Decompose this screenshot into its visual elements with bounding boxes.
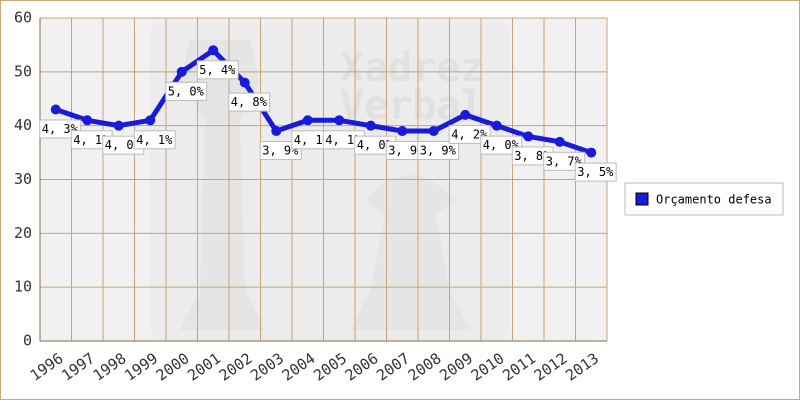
y-tick-label: 50 (14, 62, 32, 80)
value-label-text: 3, 7% (546, 154, 583, 168)
value-label-text: 3, 5% (577, 165, 614, 179)
y-tick-label: 10 (14, 278, 32, 296)
value-label: 3, 9% (385, 141, 428, 161)
value-label: 4, 1% (133, 130, 176, 150)
point (176, 66, 187, 77)
value-label: 4, 3% (39, 119, 82, 139)
value-label-box (543, 151, 586, 171)
value-label-box (574, 162, 617, 182)
point (460, 109, 471, 120)
point (302, 115, 313, 126)
value-label: 3, 9% (417, 141, 460, 161)
value-label: 3, 5% (574, 162, 617, 182)
value-label: 4, 0% (354, 135, 397, 155)
point (208, 45, 219, 56)
y-tick-label: 60 (14, 9, 32, 27)
point (239, 77, 250, 88)
value-label: 4, 2% (448, 124, 491, 144)
value-label-box (196, 60, 239, 80)
value-label: 4, 1% (70, 130, 113, 150)
point (397, 126, 408, 137)
y-tick-label: 30 (14, 170, 32, 188)
value-label: 4, 0% (480, 135, 523, 155)
rook-icon (180, 40, 265, 330)
value-label: 4, 0% (102, 135, 145, 155)
point (586, 147, 597, 158)
legend-box (624, 182, 784, 216)
value-label-text: 4, 0% (105, 138, 142, 152)
value-label-text: 5, 0% (168, 84, 205, 98)
value-label: 4, 1% (322, 130, 365, 150)
value-label-text: 3, 9% (420, 144, 457, 158)
value-label-text: 4, 1% (136, 133, 173, 147)
point (271, 126, 282, 137)
point (145, 115, 156, 126)
value-label-text: 5, 4% (199, 63, 236, 77)
value-label-box (259, 141, 302, 161)
value-label: 3, 8% (511, 146, 554, 166)
y-tick-label: 20 (14, 224, 32, 242)
pawn-icon (350, 175, 470, 330)
value-label: 5, 4% (196, 60, 239, 80)
value-label-box (480, 135, 523, 155)
value-label-box (39, 119, 82, 139)
line (54, 47, 593, 155)
value-label-box (133, 130, 176, 150)
point (50, 104, 61, 115)
value-label-box (228, 92, 271, 112)
value-label-box (417, 141, 460, 161)
value-label-text: 4, 1% (73, 133, 110, 147)
point (523, 131, 534, 142)
point (428, 126, 439, 137)
y-tick-label: 40 (14, 116, 32, 134)
point (82, 115, 93, 126)
value-label: 3, 9% (259, 141, 302, 161)
legend-label: Orçamento defesa (656, 193, 772, 207)
point (334, 115, 345, 126)
value-label-text: 4, 0% (483, 138, 520, 152)
value-label-text: 4, 1% (325, 133, 362, 147)
value-label: 4, 8% (228, 92, 271, 112)
value-label-text: 4, 3% (42, 122, 79, 136)
value-label-text: 4, 2% (451, 127, 488, 141)
legend-swatch (635, 192, 649, 206)
y-tick-label: 0 (23, 332, 32, 350)
point (365, 120, 376, 131)
value-label-box (448, 124, 491, 144)
value-label-text: 3, 8% (514, 149, 551, 163)
value-label-text: 3, 9% (388, 144, 425, 158)
value-label-box (165, 81, 208, 101)
point (554, 136, 565, 147)
value-label: 3, 7% (543, 151, 586, 171)
value-label-text: 4, 0% (357, 138, 394, 152)
value-label-text: 4, 1% (294, 133, 331, 147)
watermark-text: Xadrez (340, 45, 485, 91)
point (113, 120, 124, 131)
value-label-text: 3, 9% (262, 144, 299, 158)
legend: Orçamento defesa (624, 182, 784, 216)
watermark-text: Verbal (340, 83, 485, 129)
value-label: 5, 0% (165, 81, 208, 101)
value-label-text: 4, 8% (231, 95, 268, 109)
point (491, 120, 502, 131)
